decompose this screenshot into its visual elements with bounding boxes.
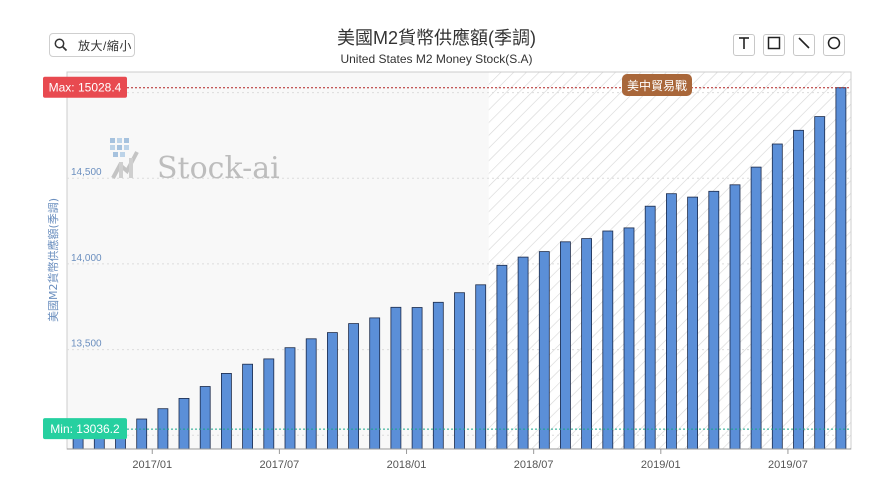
min-badge-background <box>43 418 127 440</box>
bar <box>242 363 254 450</box>
bar <box>199 386 211 450</box>
logo-square <box>117 145 122 150</box>
bar <box>750 166 762 450</box>
x-tick-label: 2019/01 <box>641 459 681 471</box>
logo-square <box>113 152 118 157</box>
bar <box>326 332 338 450</box>
bar <box>178 397 190 450</box>
text-tool-button[interactable] <box>733 34 755 56</box>
bar <box>220 372 232 450</box>
bar <box>602 230 614 450</box>
chart-subtitle: United States M2 Money Stock(S.A) <box>340 52 533 66</box>
logo-square <box>110 138 115 143</box>
logo-square <box>124 145 129 150</box>
chart-title: 美國M2貨幣供應額(季調) <box>337 28 536 48</box>
logo-square <box>117 138 122 143</box>
bar <box>136 418 148 450</box>
bar <box>348 323 360 450</box>
max-badge-label: Max: 15028.4 <box>49 81 122 95</box>
text-icon <box>737 36 751 55</box>
stock-ai-watermark: Stock-ai <box>110 138 280 186</box>
x-tick-label: 2019/07 <box>768 459 808 471</box>
bar <box>496 264 508 450</box>
logo-square <box>120 152 125 157</box>
y-axis-title: 美國M2貨幣供應額(季調) <box>46 198 60 322</box>
bar <box>793 129 804 450</box>
x-tick-label: 2018/01 <box>387 459 427 471</box>
x-tick-label: 2018/07 <box>514 459 554 471</box>
y-tick-label: 14,000 <box>71 253 102 264</box>
bar <box>284 347 296 450</box>
max-badge-background <box>43 76 127 98</box>
bar <box>517 256 529 450</box>
bar <box>835 87 847 450</box>
circle-tool-button[interactable] <box>823 34 845 56</box>
event-badge: 美中貿易戰 <box>622 74 692 96</box>
zoom-button[interactable]: 放大/縮小 <box>49 33 135 57</box>
bar <box>432 301 444 450</box>
bar <box>708 190 720 450</box>
bar <box>623 227 635 450</box>
bar <box>581 238 592 450</box>
bar <box>305 338 317 450</box>
bar <box>411 307 423 450</box>
logo-bar <box>129 158 133 178</box>
bar <box>263 358 275 450</box>
bar <box>729 184 741 450</box>
circle-icon <box>827 36 841 55</box>
bar <box>666 193 677 450</box>
bar <box>687 196 698 450</box>
bar <box>454 292 465 450</box>
bar <box>475 284 487 450</box>
watermark-text: Stock-ai <box>157 151 280 186</box>
line-icon <box>797 36 811 55</box>
min-badge: Min: 13036.2 <box>43 418 127 440</box>
bar <box>560 241 571 450</box>
y-tick-label: 14,500 <box>71 167 102 178</box>
bar <box>771 143 783 450</box>
rectangle-tool-button[interactable] <box>763 34 785 56</box>
min-badge-label: Min: 13036.2 <box>50 422 120 436</box>
line-tool-button[interactable] <box>793 34 815 56</box>
x-tick-label: 2017/07 <box>260 459 300 471</box>
event-badge-background <box>622 74 692 96</box>
logo-square <box>124 138 129 143</box>
max-badge: Max: 15028.4 <box>43 76 127 98</box>
rectangle-icon <box>767 36 781 55</box>
logo-square <box>110 145 115 150</box>
bar <box>644 205 656 450</box>
logo-bar <box>119 162 123 178</box>
bar <box>390 306 402 450</box>
bar <box>538 251 550 450</box>
search-icon <box>50 34 72 56</box>
bar <box>814 116 826 450</box>
zoom-button-label: 放大/縮小 <box>78 38 132 53</box>
x-tick-label: 2017/01 <box>132 459 172 471</box>
event-badge-label: 美中貿易戰 <box>627 78 687 93</box>
y-tick-label: 13,500 <box>71 339 102 350</box>
